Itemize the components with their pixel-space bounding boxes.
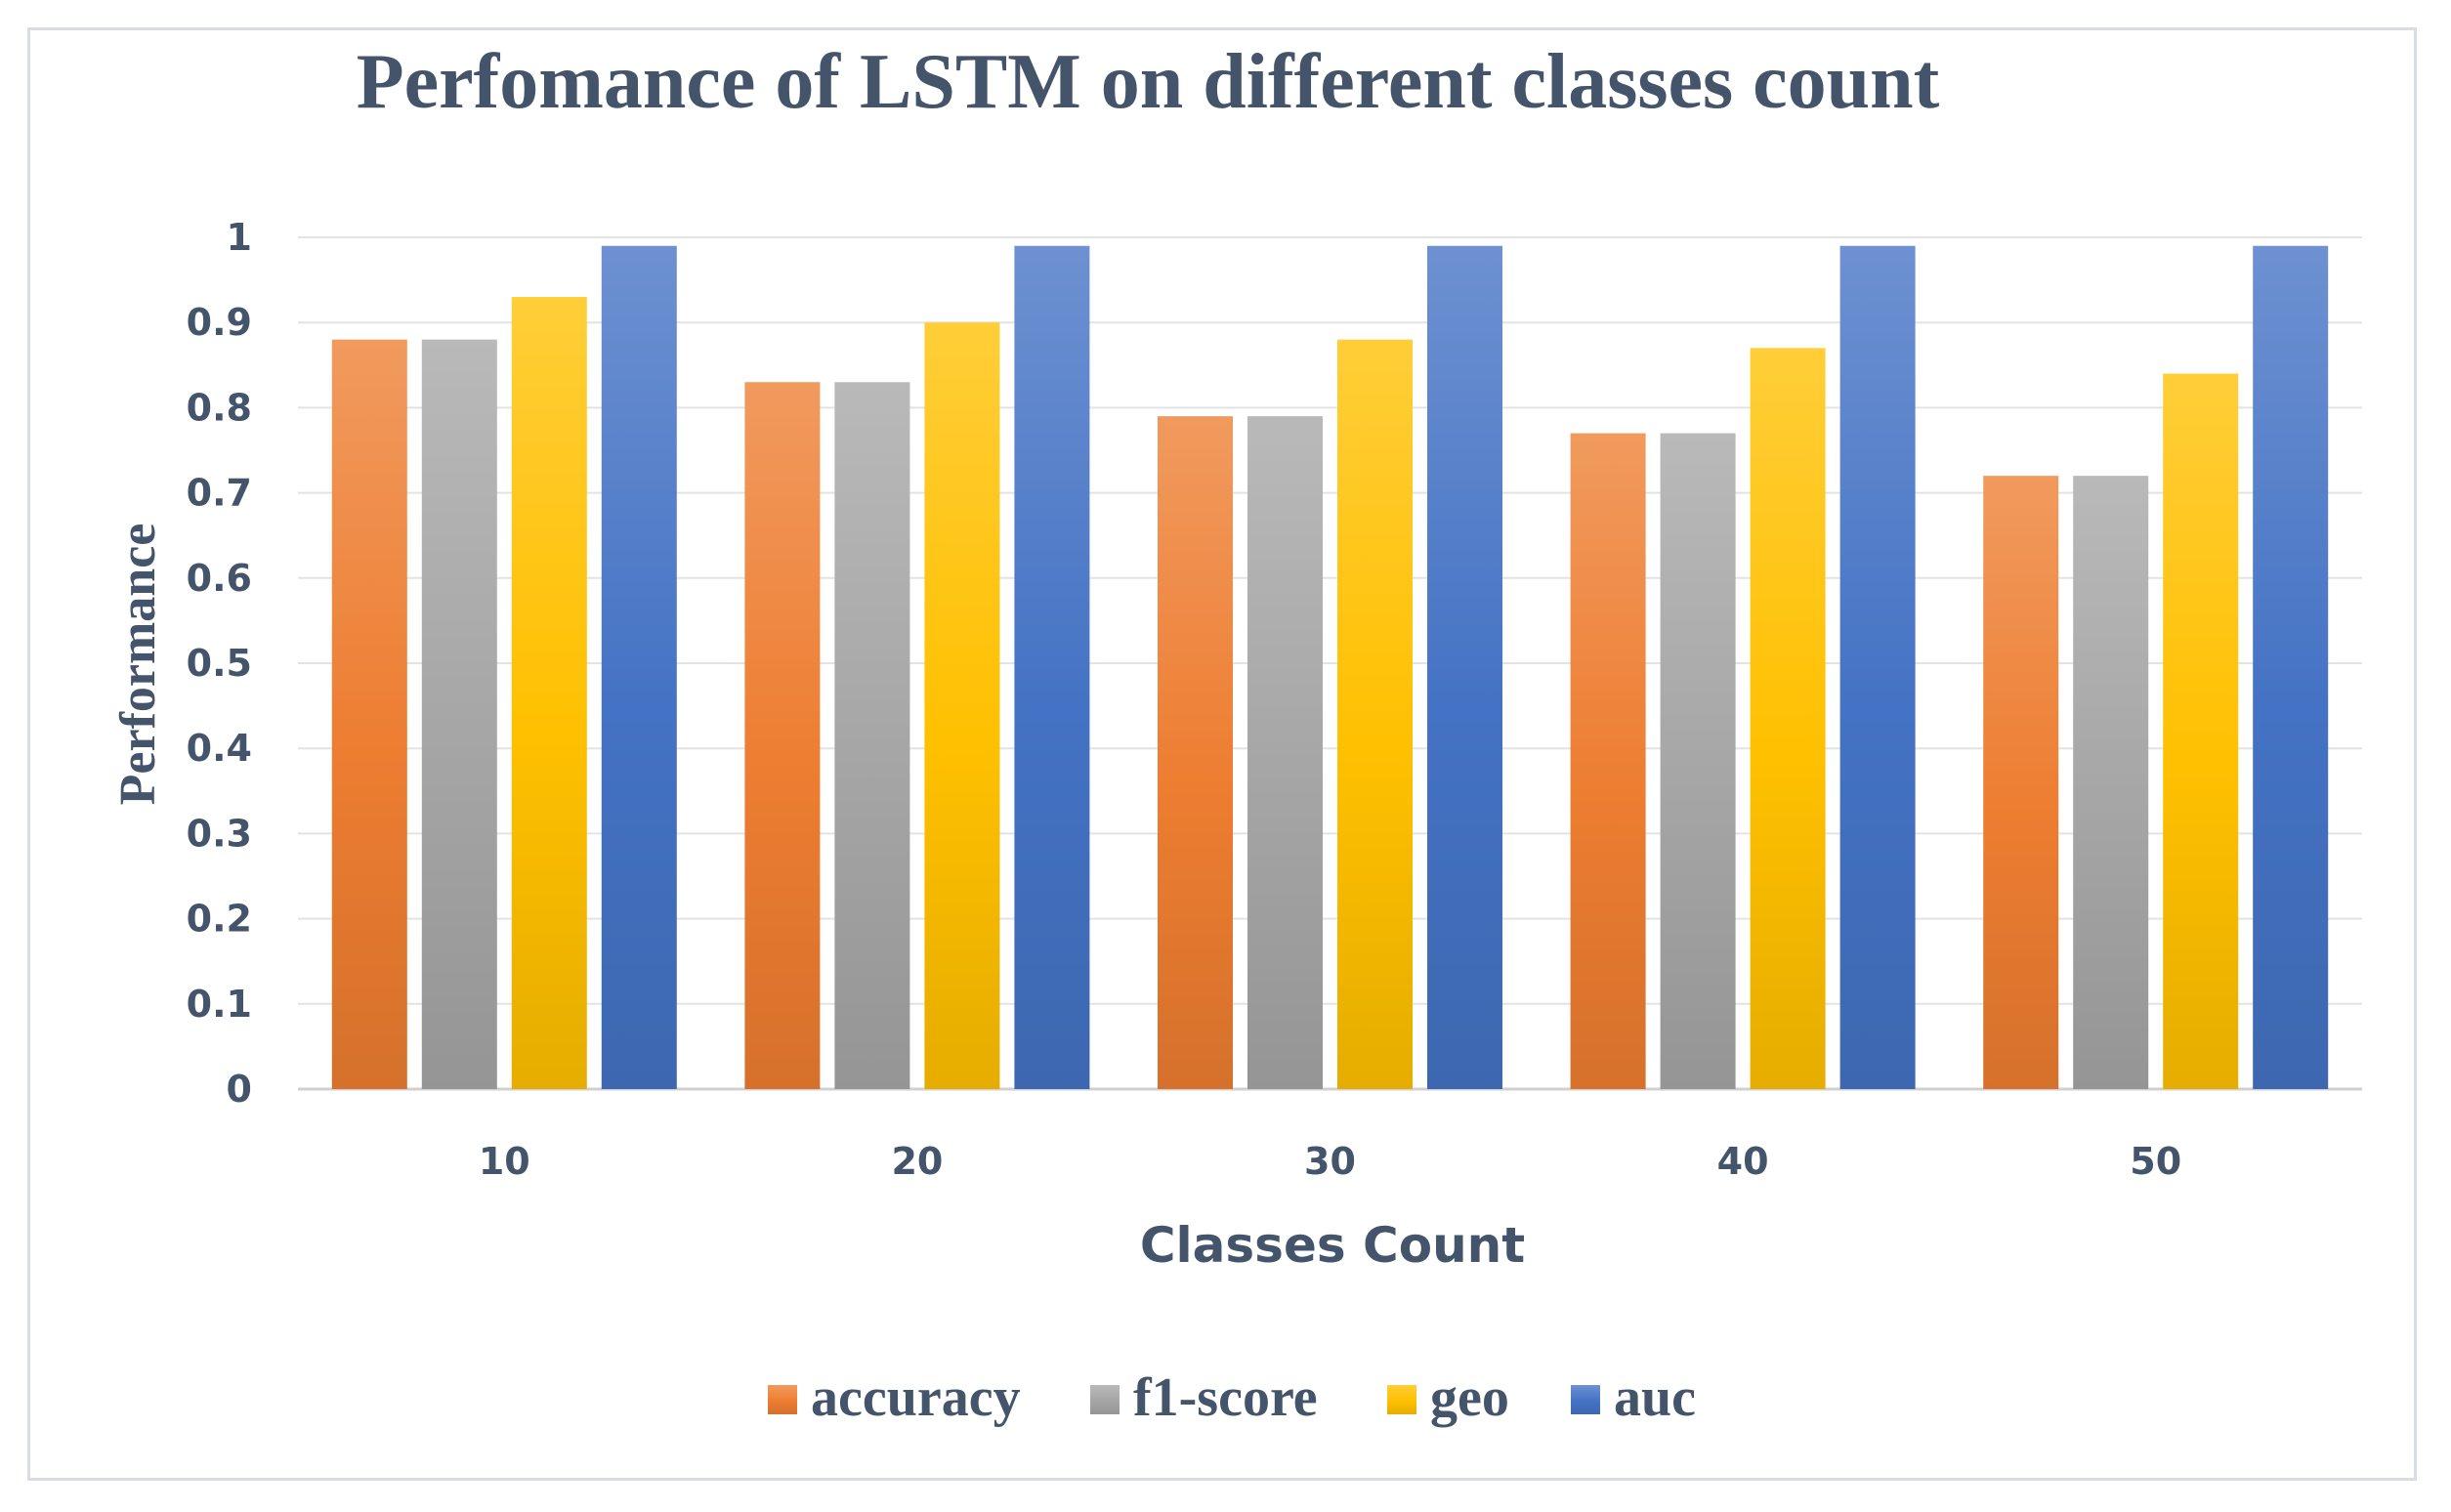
legend-swatch-accuracy: [768, 1385, 797, 1414]
x-axis-ticks: 10 20 30 40 50: [479, 1140, 2181, 1183]
bar-accuracy-40: [1570, 433, 1646, 1089]
x-tick-label: 10: [479, 1140, 530, 1183]
bar-accuracy-10: [331, 339, 407, 1089]
x-tick-label: 30: [1304, 1140, 1356, 1183]
bar-auc-50: [2253, 245, 2329, 1090]
bar-geo-20: [924, 322, 1000, 1089]
chart-title: Perfomance of LSTM on different classes …: [357, 39, 1940, 125]
y-tick-label: 1: [227, 216, 252, 259]
legend-label-f1-score: f1-score: [1133, 1367, 1318, 1428]
bar-geo-50: [2163, 373, 2239, 1089]
legend-swatch-auc: [1571, 1385, 1600, 1414]
bar-accuracy-30: [1158, 416, 1233, 1089]
y-tick-label: 0.4: [187, 727, 252, 770]
x-axis-title: Classes Count: [1140, 1217, 1525, 1274]
y-tick-label: 0.8: [187, 386, 252, 429]
legend-label-accuracy: accuracy: [811, 1367, 1021, 1428]
bar-f1-score-40: [1660, 433, 1736, 1089]
bar-auc-20: [1014, 245, 1090, 1090]
y-tick-label: 0.6: [187, 557, 252, 600]
y-axis-title: Performance: [110, 524, 166, 806]
bar-geo-10: [511, 297, 587, 1089]
bar-f1-score-10: [421, 339, 497, 1089]
bar-accuracy-50: [1983, 476, 2059, 1089]
x-tick-label: 40: [1717, 1140, 1769, 1183]
legend-label-geo: geo: [1430, 1367, 1509, 1428]
y-tick-label: 0.2: [187, 898, 252, 941]
y-axis-ticks: 0 0.1 0.2 0.3 0.4 0.5 0.6 0.7 0.8 0.9 1: [187, 216, 252, 1111]
x-tick-label: 50: [2130, 1140, 2181, 1183]
y-tick-label: 0.5: [187, 642, 252, 685]
bar-auc-40: [1839, 245, 1916, 1090]
y-tick-label: 0.3: [187, 812, 252, 855]
bars: [331, 245, 2329, 1090]
y-tick-label: 0.1: [187, 983, 252, 1026]
y-tick-label: 0.9: [187, 301, 252, 344]
legend-label-auc: auc: [1614, 1367, 1696, 1428]
legend: accuracy f1-score geo auc: [768, 1367, 1696, 1428]
bar-auc-30: [1427, 245, 1502, 1090]
bar-geo-30: [1337, 339, 1413, 1089]
y-tick-label: 0.7: [187, 472, 252, 515]
bar-f1-score-20: [834, 382, 910, 1089]
bar-f1-score-30: [1247, 416, 1323, 1089]
bar-f1-score-50: [2073, 476, 2149, 1089]
bar-geo-40: [1750, 348, 1826, 1089]
legend-swatch-f1-score: [1090, 1385, 1120, 1414]
y-tick-label: 0: [227, 1068, 252, 1111]
legend-swatch-geo: [1387, 1385, 1416, 1414]
bar-accuracy-20: [744, 382, 821, 1089]
bar-auc-10: [601, 245, 677, 1090]
x-tick-label: 20: [891, 1140, 943, 1183]
